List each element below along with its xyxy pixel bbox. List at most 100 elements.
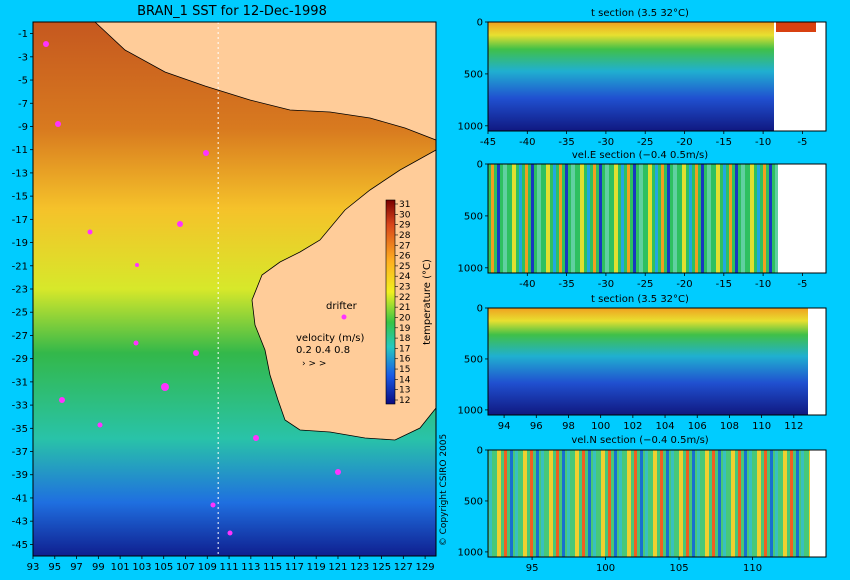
- section-x-tick-label: 94: [498, 421, 511, 432]
- section-1-field: [488, 22, 774, 131]
- colorbar-tick-label: 12: [399, 396, 410, 406]
- map-x-tick-label: 111: [220, 562, 239, 573]
- section-x-tick-label: -25: [637, 137, 653, 148]
- section-panel-2: vel.E section (−0.4 0.5m/s) -40 -35 -30 -25…: [458, 150, 827, 290]
- map-y-tick-label: -29: [12, 354, 28, 365]
- section-1-y-ticks: 0 500 1000: [458, 18, 488, 132]
- colorbar-tick-label: 20: [399, 313, 411, 323]
- land-indonesia: [95, 22, 436, 140]
- colorbar-tick-label: 22: [399, 293, 410, 303]
- section-x-tick-label: 100: [591, 421, 610, 432]
- section-x-tick-label: -20: [676, 279, 692, 290]
- colorbar: 3130292827262524232221201918171615141312…: [385, 199, 433, 406]
- map-y-tick-label: -7: [18, 99, 28, 110]
- map-x-tick-label: 125: [372, 562, 391, 573]
- section-2-title: vel.E section (−0.4 0.5m/s): [572, 150, 708, 161]
- colorbar-tick-label: 26: [399, 252, 411, 262]
- map-x-tick-label: 119: [307, 562, 326, 573]
- section-x-tick-label: -40: [519, 137, 535, 148]
- map-y-tick-label: -21: [12, 261, 28, 272]
- map-y-tick-label: -9: [18, 122, 28, 133]
- map-y-tick-label: -19: [12, 238, 28, 249]
- map-y-tick-label: -27: [12, 331, 28, 342]
- map-y-ticks: -1 -3 -5 -7 -9 -11 -13 -15 -17 -19 -21 -23 -25 -27 -29…: [12, 29, 33, 551]
- section-x-tick-label: 102: [623, 421, 642, 432]
- section-3-field: [488, 308, 808, 415]
- map-y-tick-label: -1: [18, 29, 28, 40]
- map-x-tick-label: 121: [328, 562, 347, 573]
- map-x-tick-label: 101: [111, 562, 130, 573]
- section-1-title: t section (3.5 32°C): [591, 8, 689, 19]
- section-y-tick-label: 0: [477, 18, 483, 29]
- map-x-tick-label: 113: [241, 562, 260, 573]
- map-y-tick-label: -11: [12, 145, 28, 156]
- section-x-tick-label: -10: [755, 137, 771, 148]
- colorbar-tick-label: 25: [399, 262, 410, 272]
- section-4-x-ticks: 95 100 105 110: [526, 557, 762, 574]
- section-y-tick-label: 0: [477, 446, 483, 457]
- map-legend: drifter velocity (m/s) 0.2 0.4 0.8 › > >: [296, 301, 364, 369]
- section-x-tick-label: 110: [752, 421, 771, 432]
- map-y-tick-label: -15: [12, 192, 28, 203]
- map-x-tick-label: 117: [285, 562, 304, 573]
- section-x-tick-label: -35: [558, 137, 574, 148]
- section-y-tick-label: 0: [477, 304, 483, 315]
- section-2-field: [488, 164, 778, 273]
- colorbar-tick-label: 29: [399, 221, 411, 231]
- sst-map: 93 95 97 99 101 103 105 107 109 111 113 115 117 119 12…: [12, 21, 437, 573]
- section-y-tick-label: 500: [464, 496, 483, 507]
- map-y-tick-label: -31: [12, 377, 28, 388]
- map-y-tick-label: -3: [18, 52, 28, 63]
- section-x-tick-label: -25: [637, 279, 653, 290]
- map-y-tick-label: -37: [12, 447, 28, 458]
- section-x-tick-label: 112: [784, 421, 803, 432]
- drifter-label: drifter: [326, 301, 358, 312]
- map-y-tick-label: -43: [12, 517, 28, 528]
- section-x-tick-label: -5: [797, 137, 807, 148]
- colorbar-tick-label: 24: [399, 272, 411, 282]
- section-x-tick-label: 106: [688, 421, 707, 432]
- velocity-arrows: › > >: [302, 359, 326, 369]
- map-y-tick-label: -13: [12, 168, 28, 179]
- map-x-tick-label: 97: [70, 562, 83, 573]
- velocity-label: velocity (m/s): [296, 333, 364, 344]
- velocity-scale: 0.2 0.4 0.8: [296, 345, 350, 356]
- section-x-tick-label: -35: [558, 279, 574, 290]
- map-x-tick-label: 95: [48, 562, 61, 573]
- map-x-tick-label: 123: [350, 562, 369, 573]
- copyright-text: © Copyright CSIRO 2005: [439, 434, 449, 546]
- section-y-tick-label: 0: [477, 160, 483, 171]
- colorbar-tick-label: 18: [399, 334, 411, 344]
- section-y-tick-label: 1000: [458, 547, 483, 558]
- section-y-tick-label: 500: [464, 211, 483, 222]
- colorbar-tick-label: 14: [399, 375, 411, 385]
- section-x-tick-label: -5: [797, 279, 807, 290]
- drifter-marker: [341, 314, 347, 320]
- map-x-tick-label: 127: [394, 562, 413, 573]
- section-x-tick-label: 98: [562, 421, 575, 432]
- section-2-x-ticks: -40 -35 -30 -25 -20 -15 -10 -5: [519, 273, 807, 290]
- colorbar-tick-label: 23: [399, 283, 410, 293]
- section-panel-1: t section (3.5 32°C) -45 -40 -35 -30 -25 -20-…: [458, 8, 827, 148]
- section-y-tick-label: 1000: [458, 121, 483, 132]
- section-y-tick-label: 500: [464, 354, 483, 365]
- section-x-tick-label: -15: [716, 279, 732, 290]
- map-y-tick-label: -45: [12, 540, 28, 551]
- section-panel-3: t section (3.5 32°C) 94 96 98 100 102 104 106 1…: [458, 294, 827, 432]
- section-x-tick-label: -10: [755, 279, 771, 290]
- section-y-tick-label: 500: [464, 69, 483, 80]
- map-y-tick-label: -17: [12, 215, 28, 226]
- section-x-tick-label: -45: [480, 137, 496, 148]
- colorbar-tick-label: 19: [399, 324, 411, 334]
- section-x-tick-label: 100: [596, 563, 615, 574]
- map-y-tick-label: -33: [12, 401, 28, 412]
- map-x-tick-label: 103: [132, 562, 151, 573]
- section-y-tick-label: 1000: [458, 263, 483, 274]
- map-x-tick-label: 93: [27, 562, 40, 573]
- section-y-tick-label: 1000: [458, 405, 483, 416]
- map-x-ticks: 93 95 97 99 101 103 105 107 109 111 113 115 117 119 12…: [27, 556, 435, 573]
- map-y-tick-label: -39: [12, 470, 28, 481]
- map-y-tick-label: -35: [12, 424, 28, 435]
